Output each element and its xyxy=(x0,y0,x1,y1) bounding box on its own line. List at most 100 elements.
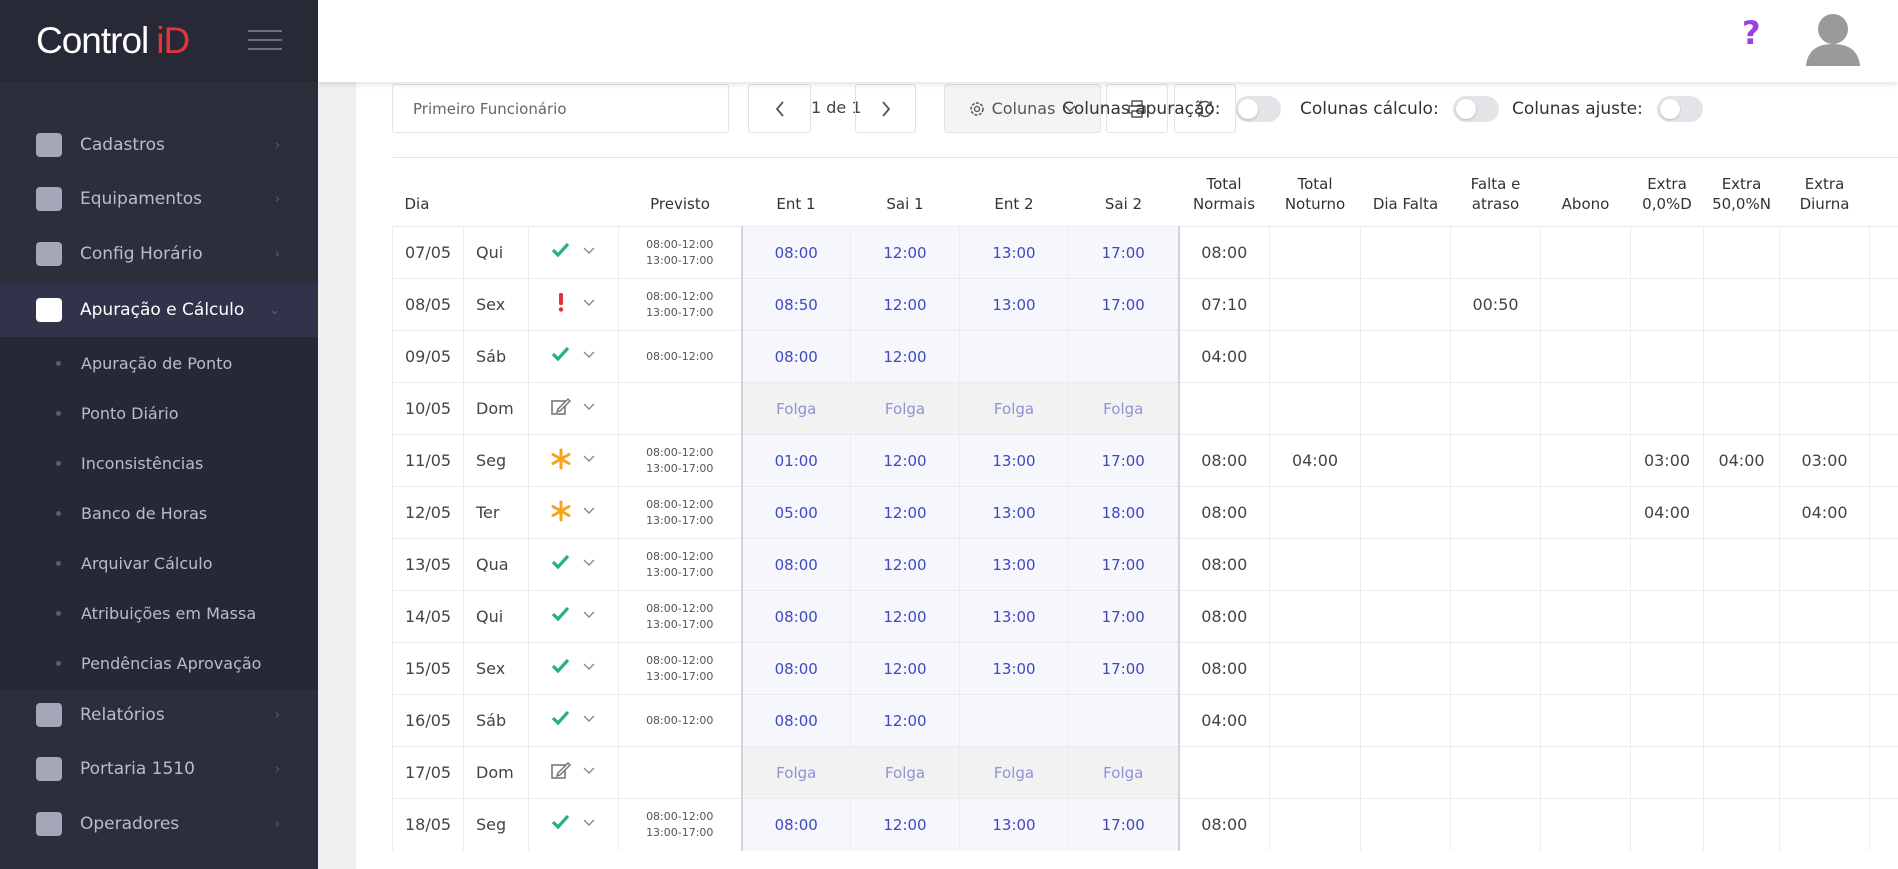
status-icon[interactable] xyxy=(550,292,598,314)
submenu-item[interactable]: Atribuições em Massa xyxy=(0,593,256,633)
status-icon[interactable] xyxy=(550,708,598,730)
total xyxy=(1360,330,1451,383)
total: 08:00 xyxy=(1177,798,1270,851)
total: 03:00 xyxy=(1630,434,1704,487)
columns-button[interactable]: Colunas xyxy=(944,84,1101,133)
total: 07:10 xyxy=(1177,278,1270,331)
day: 17/05 xyxy=(392,746,464,799)
menu-label: Cadastros xyxy=(80,135,165,155)
total xyxy=(1450,538,1541,591)
print-button[interactable] xyxy=(1106,84,1168,133)
table-row: 08/05 Sex 08:00-12:00 13:00-17:00 08:50 12:00… xyxy=(392,278,1898,331)
day: 09/05 xyxy=(392,330,464,383)
menu-icon xyxy=(36,703,62,727)
total xyxy=(1450,798,1541,851)
punch: Folga xyxy=(959,382,1069,435)
total xyxy=(1269,486,1361,539)
page-indicator: 1 de 1 xyxy=(811,98,862,117)
submenu-item[interactable]: Pendências Aprovação xyxy=(0,643,261,683)
status-icon[interactable] xyxy=(550,552,598,574)
total xyxy=(1779,590,1870,643)
menu-item[interactable]: Relatórios › xyxy=(0,688,318,742)
toggle-switch[interactable] xyxy=(1234,96,1281,122)
total xyxy=(1360,486,1451,539)
day: 10/05 xyxy=(392,382,464,435)
previsto: 08:00-12:00 13:00-17:00 xyxy=(618,486,742,539)
menu-item[interactable]: Equipamentos › xyxy=(0,172,318,226)
toggle-label: Colunas cálculo: xyxy=(1300,99,1439,119)
menu-item[interactable]: Operadores › xyxy=(0,797,318,851)
status-icon[interactable] xyxy=(550,656,598,678)
schedule-line: 08:00-12:00 xyxy=(646,809,714,823)
day: 18/05 xyxy=(392,798,464,851)
menu-icon xyxy=(36,298,62,322)
menu-toggle[interactable] xyxy=(248,30,282,57)
menu-item[interactable]: Portaria 1510 › xyxy=(0,742,318,796)
status-icon[interactable] xyxy=(550,448,598,470)
menu-chevron: › xyxy=(274,137,280,153)
status-icon[interactable] xyxy=(550,344,598,366)
menu-item[interactable]: Apuração e Cálculo ⌄ xyxy=(0,283,318,337)
status xyxy=(528,278,619,331)
total xyxy=(1869,382,1898,435)
total xyxy=(1630,278,1704,331)
employee-search[interactable]: Primeiro Funcionário xyxy=(392,84,729,133)
punch xyxy=(1068,694,1179,747)
submenu-item[interactable]: Banco de Horas xyxy=(0,493,207,533)
punch: Folga xyxy=(740,746,851,799)
status xyxy=(528,694,619,747)
column-header: Extra Diurna xyxy=(1799,175,1850,213)
previsto: 08:00-12:00 13:00-17:00 xyxy=(618,642,742,695)
total xyxy=(1360,694,1451,747)
next-page[interactable] xyxy=(855,84,916,133)
previsto xyxy=(618,382,742,435)
schedule-line: 08:00-12:00 xyxy=(646,653,714,667)
toggle-switch[interactable] xyxy=(1452,96,1499,122)
menu-item[interactable]: Config Horário › xyxy=(0,227,318,281)
punch xyxy=(959,330,1069,383)
total xyxy=(1779,746,1870,799)
help-button[interactable]: ? xyxy=(1742,14,1761,52)
total xyxy=(1269,330,1361,383)
submenu-item[interactable]: Arquivar Cálculo xyxy=(0,543,213,583)
toggle-switch[interactable] xyxy=(1656,96,1703,122)
total xyxy=(1779,330,1870,383)
punch: 08:00 xyxy=(740,538,851,591)
punch: 17:00 xyxy=(1068,278,1179,331)
total xyxy=(1540,330,1631,383)
status-icon[interactable] xyxy=(550,812,598,834)
total xyxy=(1779,798,1870,851)
total xyxy=(1269,590,1361,643)
total xyxy=(1779,538,1870,591)
weekday: Sáb xyxy=(463,330,529,383)
total xyxy=(1360,382,1451,435)
previsto: 08:00-12:00 13:00-17:00 xyxy=(618,278,742,331)
menu-item[interactable]: Cadastros › xyxy=(0,118,318,172)
status-icon[interactable] xyxy=(550,396,598,418)
status xyxy=(528,538,619,591)
total: 08:00 xyxy=(1177,434,1270,487)
column-header: Total Normais xyxy=(1192,175,1256,213)
prev-page[interactable] xyxy=(748,84,811,133)
submenu-item[interactable]: Inconsistências xyxy=(0,443,203,483)
status-icon[interactable] xyxy=(550,240,598,262)
status-icon[interactable] xyxy=(550,604,598,626)
punch: 08:00 xyxy=(740,642,851,695)
column-header: Abono xyxy=(1561,195,1610,213)
total xyxy=(1869,694,1898,747)
submenu-item[interactable]: Ponto Diário xyxy=(0,393,179,433)
total xyxy=(1540,642,1631,695)
menu-chevron: › xyxy=(274,707,280,723)
status-icon[interactable] xyxy=(550,500,598,522)
total xyxy=(1869,538,1898,591)
total xyxy=(1703,538,1780,591)
status-icon[interactable] xyxy=(550,760,598,782)
punch: Folga xyxy=(850,746,960,799)
total xyxy=(1269,642,1361,695)
total xyxy=(1269,538,1361,591)
punch: 12:00 xyxy=(850,330,960,383)
avatar[interactable] xyxy=(1804,10,1862,66)
column-toggle: Colunas ajuste: xyxy=(1512,96,1703,122)
submenu-item[interactable]: Apuração de Ponto xyxy=(0,343,232,383)
total xyxy=(1630,746,1704,799)
